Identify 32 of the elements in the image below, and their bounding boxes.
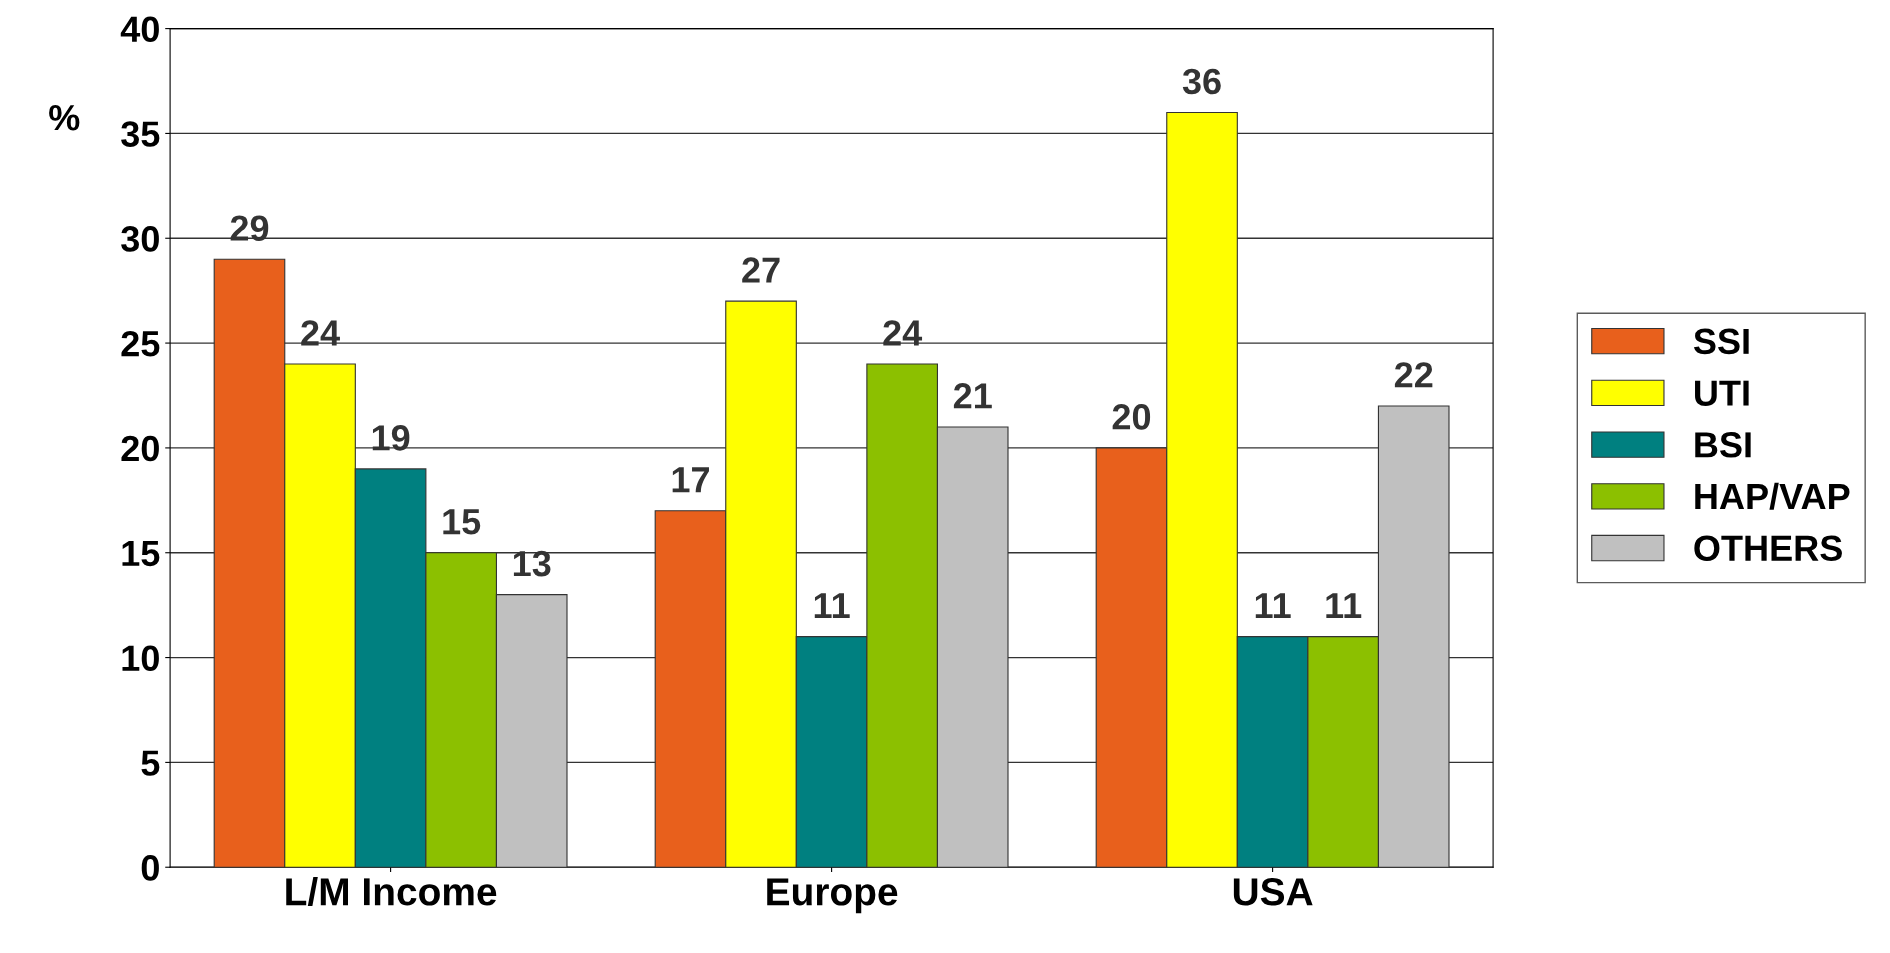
data-label: 11	[1326, 593, 1362, 618]
y-tick-label: 10	[122, 645, 159, 672]
y-tick-label: 30	[121, 226, 159, 252]
data-label: 15	[443, 509, 481, 535]
data-label: 17	[672, 467, 709, 493]
data-label: 22	[1394, 362, 1433, 388]
y-tick-label: 15	[122, 540, 160, 567]
data-label: 21	[953, 383, 992, 409]
legend-label: SSI	[1693, 328, 1749, 355]
y-tick-label: 5	[141, 750, 160, 776]
x-tick-label: USA	[1233, 877, 1313, 906]
x-tick-label: L/M Income	[286, 876, 497, 906]
data-label: 11	[1255, 593, 1291, 618]
legend-label: BSI	[1695, 432, 1751, 458]
y-tick-label: 35	[121, 121, 160, 147]
legend-label: UTI	[1695, 380, 1749, 406]
data-label: 19	[372, 425, 410, 451]
y-axis-title: %	[49, 104, 80, 131]
y-tick-label: 40	[120, 16, 159, 43]
data-label: 13	[513, 550, 551, 577]
data-label: 27	[742, 257, 780, 283]
data-label: 11	[814, 593, 850, 618]
data-label: 36	[1182, 68, 1221, 95]
data-label: 24	[883, 320, 923, 346]
legend-label: OTHERS	[1694, 535, 1842, 562]
data-label: 24	[301, 320, 340, 346]
y-tick-label: 25	[121, 330, 160, 357]
y-tick-label: 20	[121, 435, 159, 462]
y-tick-label: 0	[141, 855, 159, 881]
legend-label: HAP/VAP	[1695, 482, 1850, 510]
x-tick-label: Europe	[767, 878, 898, 914]
data-label: 20	[1112, 404, 1151, 430]
